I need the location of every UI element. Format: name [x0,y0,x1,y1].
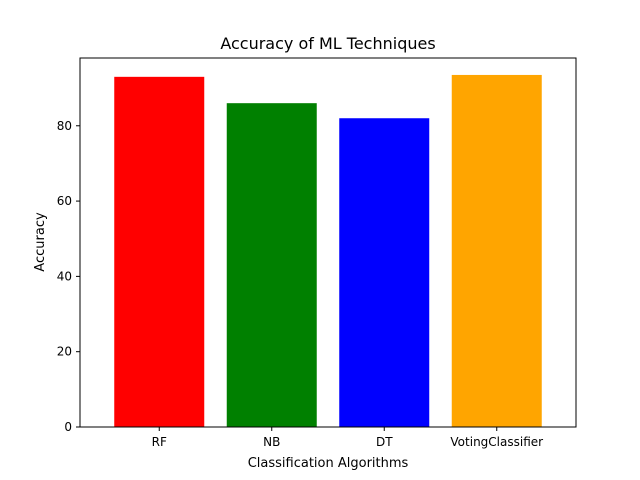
x-tick-label: NB [263,435,280,449]
plot-area: 0 20 40 60 80 RF NB DT VotingClassifier [57,57,577,449]
bar-votingclassifier [451,74,542,427]
y-axis-label: Accuracy [33,212,48,272]
y-tick-label: 20 [57,345,72,359]
x-tick-label: DT [376,435,393,449]
y-axis-ticks: 0 20 40 60 80 [57,119,80,434]
bar-nb [226,103,317,428]
y-tick-label: 60 [57,194,72,208]
x-axis-ticks: RF NB DT VotingClassifier [152,427,543,449]
bar-rf [114,76,205,427]
y-tick-label: 0 [64,420,72,434]
x-axis-label: Classification Algorithms [248,456,409,471]
axes-frame [79,57,577,428]
bar-group [114,74,542,428]
x-tick-label: RF [152,435,167,449]
y-tick-label: 40 [57,269,72,283]
bar-dt [339,118,430,428]
chart-title: Accuracy of ML Techniques [220,34,435,53]
y-tick-label: 80 [57,119,72,133]
x-tick-label: VotingClassifier [450,435,543,449]
